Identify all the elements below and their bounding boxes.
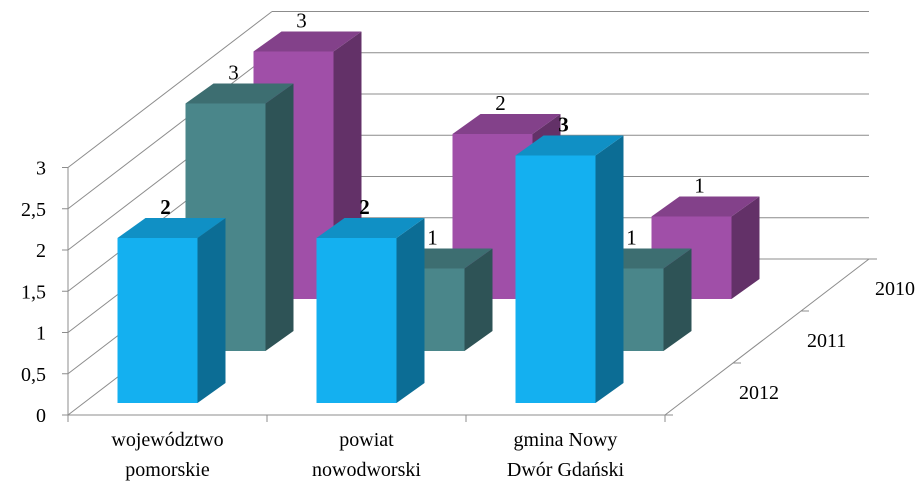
data-label: 2 <box>495 91 506 115</box>
bar <box>117 218 226 403</box>
bar-side <box>265 83 294 351</box>
bar-side <box>464 248 493 351</box>
depth-axis-label: 2011 <box>807 330 846 352</box>
bar-top <box>316 218 425 238</box>
category-label: Dwór Gdański <box>507 459 625 481</box>
y-tick-label: 0 <box>36 405 46 427</box>
bar-top <box>185 83 294 104</box>
data-label: 2 <box>160 195 171 219</box>
bar-front <box>316 238 397 403</box>
data-label: 1 <box>427 226 438 250</box>
bar-front <box>515 155 596 403</box>
bar-front <box>117 238 198 403</box>
bar <box>515 135 624 403</box>
bar-top <box>452 114 561 134</box>
data-label: 3 <box>228 61 239 85</box>
bar-top <box>253 31 362 52</box>
gridline-side <box>67 52 273 210</box>
category-label: pomorskie <box>125 459 210 481</box>
y-tick-label: 2 <box>36 240 46 262</box>
depth-axis-line <box>664 258 870 416</box>
bar-side <box>663 248 692 351</box>
bar-top <box>651 196 760 217</box>
category-label: województwo <box>111 429 223 451</box>
category-label: powiat <box>339 429 394 451</box>
bar-top <box>515 135 624 156</box>
y-tick-label: 1,5 <box>21 281 46 303</box>
data-label: 1 <box>626 226 637 250</box>
bar-top <box>117 218 226 238</box>
y-tick-label: 0,5 <box>21 364 46 386</box>
bar-side <box>197 218 226 403</box>
bar-side <box>731 196 760 299</box>
bar-side <box>595 135 624 403</box>
y-tick-label: 3 <box>36 158 46 180</box>
y-tick-label: 2,5 <box>21 199 46 221</box>
data-label: 1 <box>694 174 705 198</box>
data-label: 3 <box>296 9 307 33</box>
category-label: nowodworski <box>312 459 421 481</box>
category-label: gmina Nowy <box>514 429 618 451</box>
bar <box>316 218 425 403</box>
data-label: 3 <box>558 113 569 137</box>
bars: 3 2 1 3 1 1 2 2 3 <box>117 9 760 403</box>
gridline-side <box>67 11 273 168</box>
data-label: 2 <box>359 195 370 219</box>
depth-axis-label: 2012 <box>739 382 779 404</box>
axes: 0 0,5 1 1,5 2 2,5 3 2012 2011 2010 województwo pomo… <box>21 158 915 482</box>
depth-axis-label: 2010 <box>875 278 915 300</box>
y-tick-label: 1 <box>36 323 46 345</box>
bar-side <box>396 218 425 403</box>
